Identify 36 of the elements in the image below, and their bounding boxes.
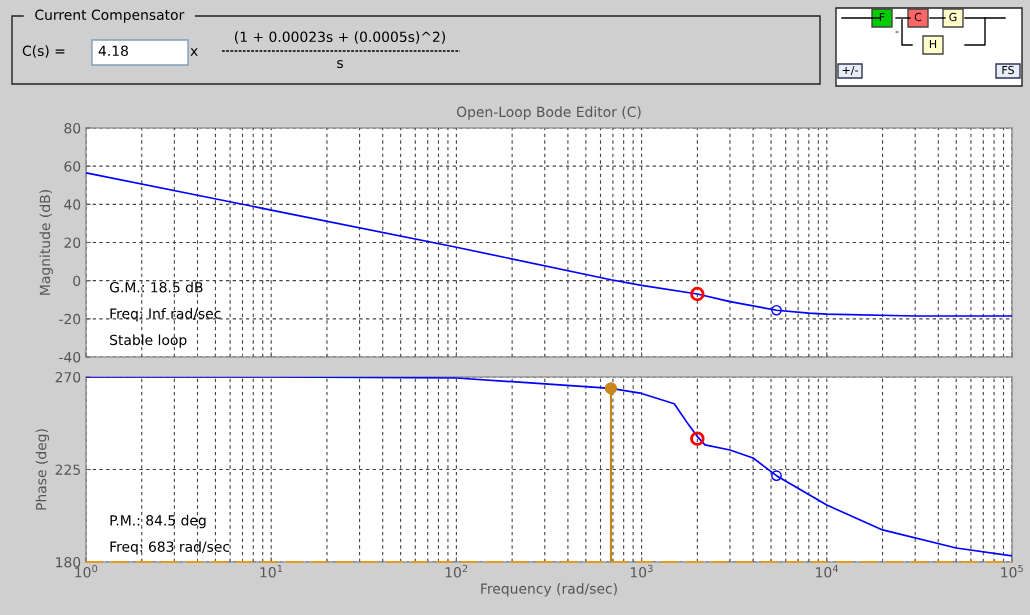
y-tick-label: 0 [73, 275, 81, 287]
chart-title: Open-Loop Bode Editor (C) [456, 106, 641, 120]
y-tick-label: -20 [59, 313, 81, 325]
text: C [914, 12, 922, 22]
y-tick-label: 270 [55, 371, 81, 383]
text: +/- [842, 65, 858, 76]
text: - [895, 31, 899, 33]
x-axis-title: Frequency (rad/sec) [481, 583, 617, 597]
text: C(s) = [22, 45, 65, 58]
y-tick-label: 40 [64, 199, 81, 210]
annotation: G.M.: 18.5 dB [109, 281, 203, 293]
y-tick-label: -40 [59, 351, 81, 363]
annotation: Freq: Inf rad/sec [110, 308, 221, 322]
text: G [949, 12, 957, 22]
y-axis-title: Phase (deg) [35, 429, 50, 510]
text: H [929, 39, 937, 49]
x-tick-label: 10$^{2}$ [445, 564, 468, 578]
y-tick-label: 80 [64, 122, 81, 134]
annotation: Stable loop [110, 334, 187, 348]
text: Current Compensator [35, 9, 185, 23]
annotation: P.M.: 84.5 deg [110, 514, 206, 529]
y-tick-label: 60 [64, 161, 81, 172]
x-tick-label: 10$^{1}$ [260, 564, 283, 578]
annotation: Freq: 683 rad/sec [110, 541, 230, 555]
text: FS [1002, 65, 1015, 75]
y-tick-label: 225 [55, 464, 80, 475]
text: 4.18 [98, 45, 128, 57]
x-tick-label: 10$^{5}$ [1001, 564, 1023, 578]
y-axis-title: Magnitude (dB) [39, 190, 53, 295]
text: F [879, 12, 885, 22]
text: (1 + 0.00023s + (0.0005s)^2) [234, 31, 446, 44]
text: s [337, 60, 343, 69]
y-tick-label: 20 [64, 237, 81, 248]
text: x [190, 48, 198, 56]
x-tick-label: 10$^{3}$ [630, 564, 653, 578]
x-tick-label: 10$^{4}$ [816, 564, 839, 578]
